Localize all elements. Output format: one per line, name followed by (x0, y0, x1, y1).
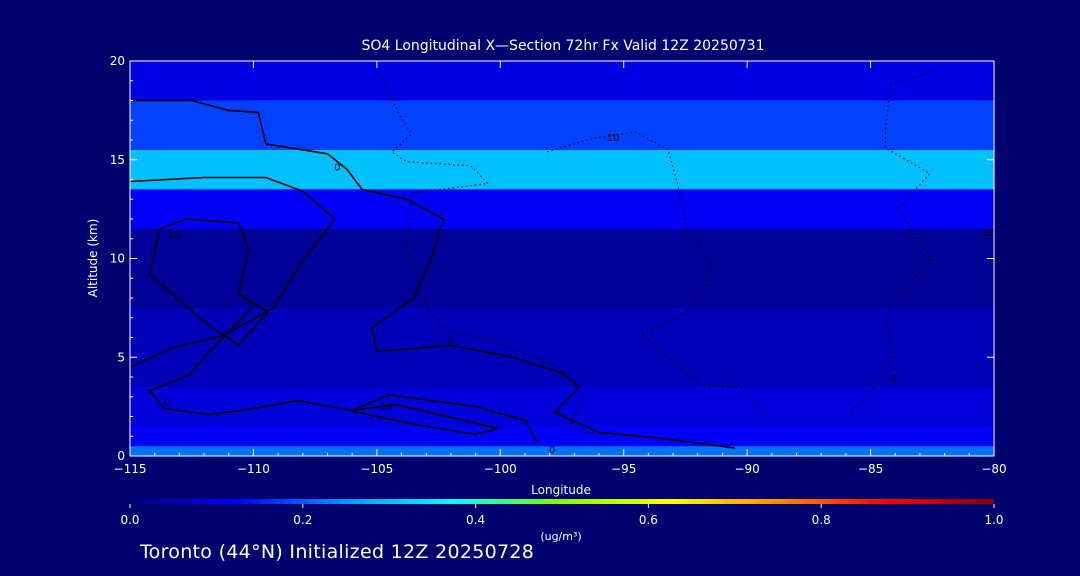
footer-caption: Toronto (44°N) Initialized 12Z 20250728 (140, 541, 535, 563)
contour-label: 10 (168, 230, 181, 241)
contour-label: 0 (334, 163, 340, 174)
contour-label: -10 (603, 133, 619, 144)
chart-title: SO4 Longitudinal X—Section 72hr Fx Valid… (362, 38, 765, 54)
colorbar-unit-label: (ug/m³) (540, 530, 581, 543)
contour-line-positive (148, 218, 270, 347)
concentration-band (130, 61, 994, 101)
x-tick-label: −85 (858, 462, 883, 476)
colorbar-tick-label: 0.0 (120, 513, 139, 527)
x-tick-label: −110 (237, 462, 270, 476)
contour-label: 0 (549, 445, 555, 456)
x-tick-label: −100 (484, 462, 517, 476)
x-axis: −115 −110 −105 −100 −95 −90 −85 −80 (114, 61, 1007, 476)
y-axis-label: Altitude (km) (86, 219, 100, 298)
contour-line-positive (130, 99, 735, 449)
concentration-band (130, 446, 994, 456)
colorbar-tick-label: 0.4 (466, 513, 485, 527)
x-tick-label: −90 (734, 462, 759, 476)
contour-label: 0 (164, 398, 170, 409)
contour-label: 10 (380, 402, 393, 413)
concentration-band (130, 149, 994, 190)
x-tick-label: −115 (114, 462, 147, 476)
x-tick-label: −105 (360, 462, 393, 476)
contour-label: -10 (978, 228, 994, 239)
contour-line-positive (148, 305, 538, 443)
concentration-band (130, 307, 994, 387)
x-tick-label: −95 (611, 462, 636, 476)
concentration-band (130, 386, 994, 427)
colorbar-tick-label: 0.2 (293, 513, 312, 527)
contour-label-layer: 0 10 0 0 10 0 -10 -10 -5 (164, 133, 995, 456)
x-tick-label: −80 (981, 462, 1006, 476)
colorbar-tick-label: 1.0 (984, 513, 1003, 527)
concentration-band (130, 100, 994, 150)
x-axis-label: Longitude (531, 483, 591, 497)
y-tick-label: 20 (110, 54, 125, 68)
colorbar-tick-label: 0.6 (639, 513, 658, 527)
contour-label: 0 (448, 336, 454, 347)
contour-label: -5 (888, 374, 898, 385)
colorbar (130, 499, 994, 504)
y-axis: 0 5 10 15 20 (110, 54, 994, 463)
contour-line-positive (349, 403, 499, 436)
concentration-band (130, 228, 994, 308)
concentration-band (130, 426, 994, 447)
y-tick-label: 15 (110, 153, 125, 167)
contour-line-negative (378, 70, 605, 435)
contour-line-positive (130, 176, 336, 368)
colorbar-ticks: 0.0 0.2 0.4 0.6 0.8 1.0 (120, 504, 1004, 527)
y-tick-label: 0 (117, 449, 125, 463)
y-tick-label: 10 (110, 252, 125, 266)
concentration-band (130, 189, 994, 229)
sulfate-concentration-field (130, 61, 994, 456)
colorbar-tick-label: 0.8 (812, 513, 831, 527)
contour-layer (130, 70, 935, 449)
contour-line-negative (850, 70, 935, 414)
y-tick-label: 5 (117, 350, 125, 364)
